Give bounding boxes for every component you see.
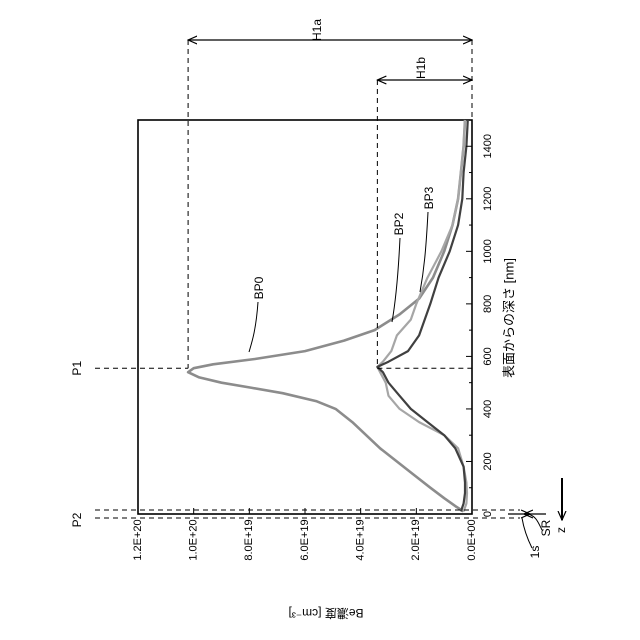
series-line-bp3 xyxy=(377,120,467,511)
depth-axis-label: 表面からの深さ [nm] xyxy=(501,258,516,378)
bp2-label: BP2 xyxy=(392,212,406,235)
annotation-layer: H1a H1b P1 P2 BP0 BP2 BP3 SR 1s z xyxy=(70,19,568,559)
series-layer xyxy=(188,120,468,511)
depth-tick-label: 1000 xyxy=(482,239,494,263)
guide-layer xyxy=(95,40,562,548)
conc-tick-label: 8.0E+19 xyxy=(243,519,255,560)
conc-tick-label: 1.2E+20 xyxy=(132,519,144,560)
z-label: z xyxy=(554,527,568,533)
s1-leader xyxy=(522,518,532,548)
depth-tick-label: 200 xyxy=(482,452,494,470)
h1a-label: H1a xyxy=(310,19,324,41)
depth-tick-label: 400 xyxy=(482,400,494,418)
series-line-bp2 xyxy=(377,120,467,511)
depth-tick-label: 0 xyxy=(482,511,494,517)
depth-tick-label: 800 xyxy=(482,295,494,313)
p2-label: P2 xyxy=(70,512,84,527)
sr-label: SR xyxy=(539,519,553,536)
bp2-leader xyxy=(392,238,400,322)
conc-tick-label: 0.0E+00 xyxy=(466,519,478,560)
series-line-bp0 xyxy=(188,120,465,511)
bp0-leader xyxy=(249,302,258,352)
h1b-label: H1b xyxy=(414,57,428,79)
conc-tick-label: 4.0E+19 xyxy=(355,519,367,560)
s1-label: 1s xyxy=(528,546,542,559)
bp0-label: BP0 xyxy=(252,276,266,299)
tick-layer: 0 200 400 600 800 1000 1200 1400 0.0E+00 2.0E+19 4… xyxy=(132,134,517,621)
depth-tick-label: 1200 xyxy=(482,187,494,211)
bp3-label: BP3 xyxy=(422,186,436,209)
depth-tick-label: 600 xyxy=(482,347,494,365)
conc-axis-label: Be濃度 [cm⁻³] xyxy=(288,606,363,621)
p1-label: P1 xyxy=(70,361,84,376)
conc-tick-label: 2.0E+19 xyxy=(410,519,422,560)
conc-tick-label: 6.0E+19 xyxy=(299,519,311,560)
depth-tick-label: 1400 xyxy=(482,134,494,158)
conc-tick-label: 1.0E+20 xyxy=(188,519,200,560)
